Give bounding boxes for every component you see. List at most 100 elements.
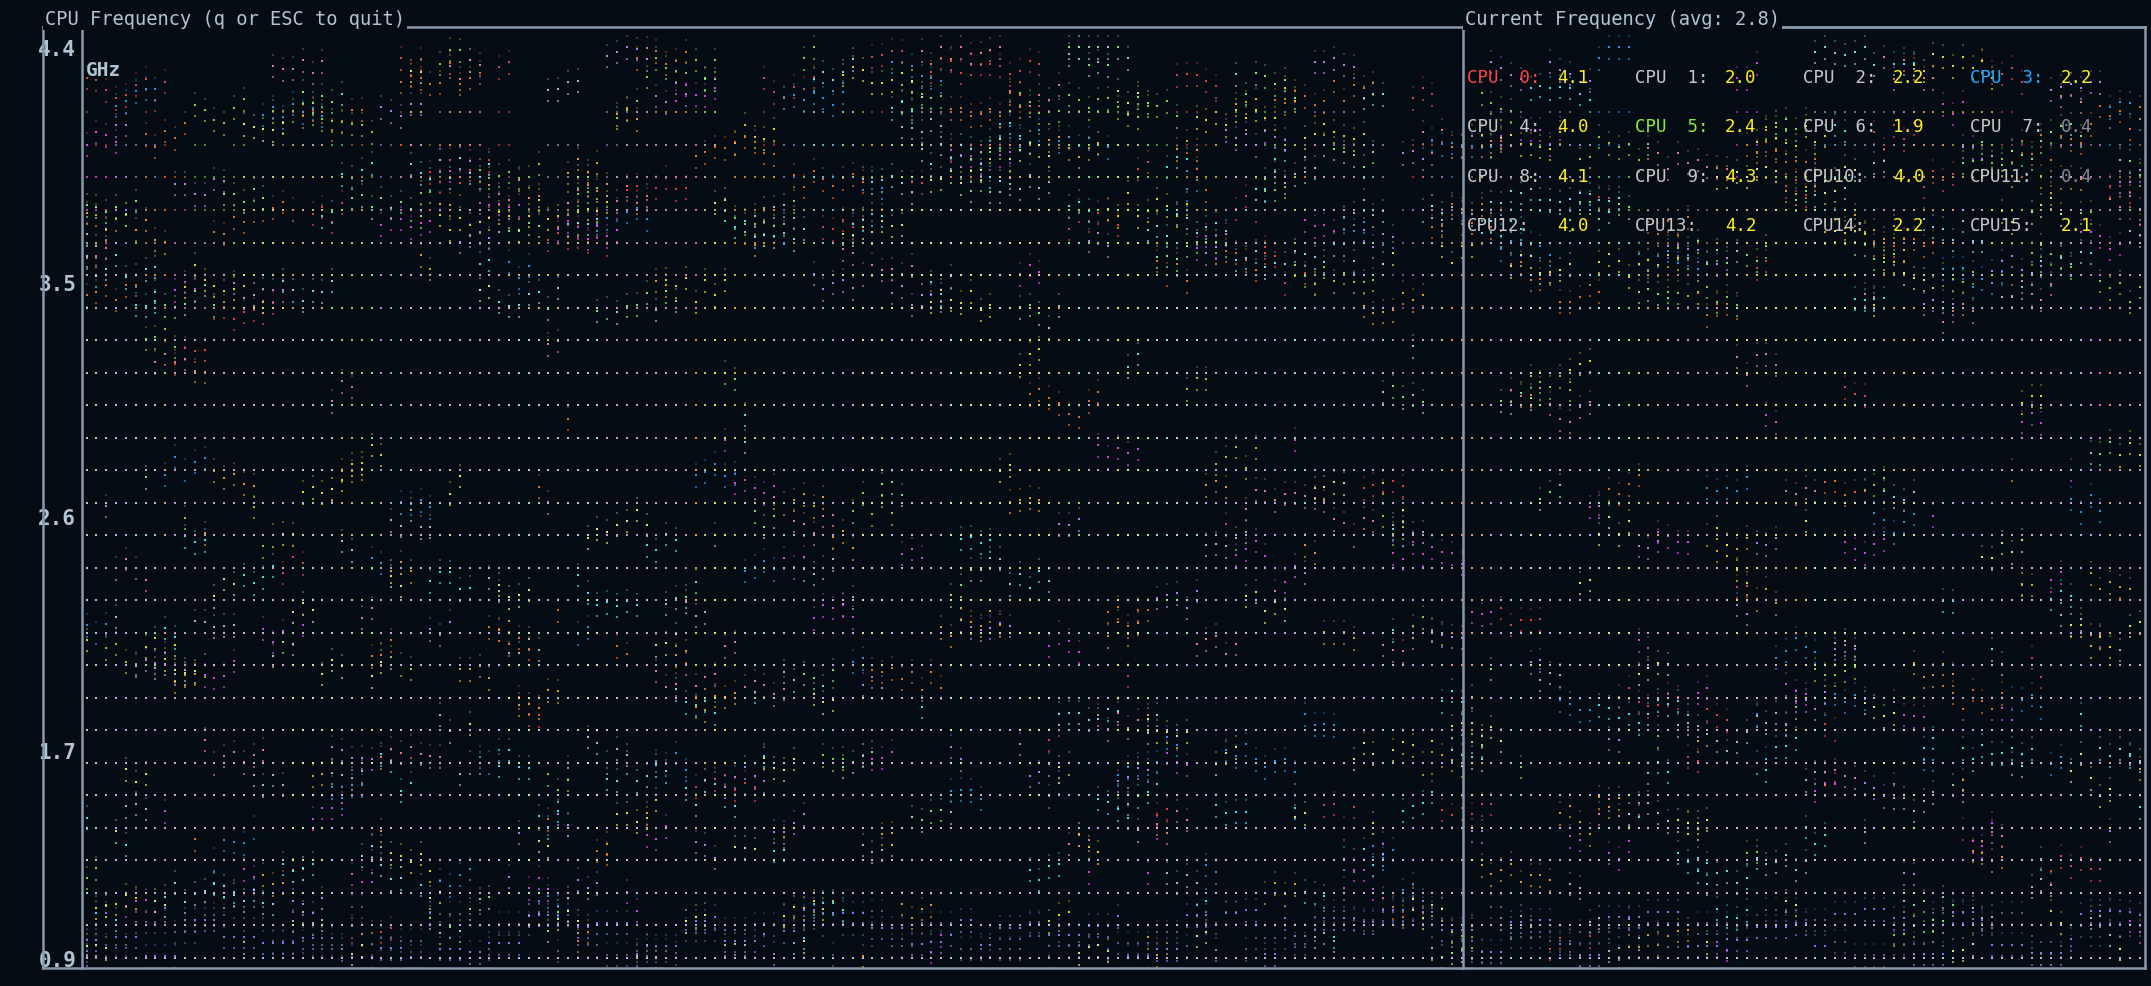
Point (1454, 301, 1488, 317)
Point (1514, 919, 1549, 935)
Point (718, 690, 753, 706)
Point (669, 657, 703, 672)
Point (1445, 366, 1480, 382)
Point (1405, 658, 1439, 673)
Point (168, 593, 202, 608)
Point (110, 658, 144, 673)
Point (1336, 528, 1370, 543)
Point (1966, 788, 2000, 804)
Point (1553, 560, 1587, 576)
Point (226, 236, 260, 251)
Point (1209, 723, 1243, 739)
Point (1534, 723, 1568, 739)
Point (1768, 593, 1803, 608)
Point (2005, 301, 2039, 317)
Point (1013, 658, 1048, 673)
Point (2013, 690, 2048, 706)
Point (1405, 853, 1439, 869)
Point (69, 918, 103, 934)
Point (972, 366, 1007, 382)
Point (305, 625, 340, 641)
Point (148, 625, 183, 641)
Point (1220, 625, 1254, 641)
Point (443, 203, 478, 219)
Point (609, 502, 643, 518)
Point (1041, 723, 1076, 739)
Point (2005, 577, 2039, 593)
Point (845, 918, 880, 934)
Point (1493, 755, 1527, 771)
Point (2063, 820, 2097, 836)
Point (1661, 950, 1695, 965)
Point (110, 203, 144, 219)
Point (1975, 918, 2009, 934)
Point (1966, 853, 2000, 869)
Point (129, 788, 163, 804)
Point (1190, 853, 1224, 869)
Point (650, 690, 684, 706)
Point (69, 430, 103, 446)
Point (1828, 560, 1863, 576)
Point (1798, 836, 1833, 852)
Point (462, 853, 497, 869)
Point (1396, 810, 1430, 826)
Point (1071, 950, 1106, 965)
Point (129, 658, 163, 673)
Point (2035, 946, 2069, 961)
Point (1170, 625, 1205, 641)
Point (1602, 171, 1637, 186)
Point (2054, 495, 2089, 511)
Point (110, 593, 144, 608)
Point (482, 589, 516, 604)
Point (325, 203, 359, 219)
Point (650, 333, 684, 349)
Point (1198, 528, 1233, 543)
Point (826, 593, 860, 608)
Point (845, 625, 880, 641)
Point (2104, 950, 2138, 965)
Point (295, 366, 329, 382)
Point (718, 950, 753, 965)
Point (88, 658, 123, 673)
Point (394, 301, 428, 317)
Point (1110, 950, 1144, 965)
Point (237, 690, 271, 706)
Point (1710, 495, 1744, 511)
Point (845, 593, 880, 608)
Point (796, 670, 830, 686)
Point (110, 95, 144, 110)
Point (1936, 462, 1970, 478)
Point (1572, 366, 1607, 382)
Point (148, 457, 183, 472)
Point (1071, 528, 1106, 543)
Point (1002, 950, 1037, 965)
Point (1630, 560, 1665, 576)
Point (452, 268, 486, 284)
Point (1583, 495, 1618, 511)
Point (1583, 795, 1618, 810)
Point (138, 820, 172, 836)
Point (1925, 950, 1960, 965)
Point (1082, 593, 1116, 608)
Point (619, 203, 654, 219)
Point (1917, 658, 1951, 673)
Point (1454, 268, 1488, 284)
Point (168, 430, 202, 446)
Point (2123, 935, 2151, 951)
Point (1994, 950, 2028, 965)
Point (344, 397, 379, 413)
Point (835, 593, 869, 608)
Point (1542, 110, 1577, 126)
Point (1760, 853, 1794, 869)
Point (1798, 950, 1833, 965)
Point (1308, 885, 1342, 901)
Point (1063, 366, 1097, 382)
Point (493, 266, 527, 282)
Point (865, 690, 899, 706)
Point (237, 397, 271, 413)
Point (2024, 625, 2059, 641)
Point (344, 301, 379, 317)
Point (531, 950, 566, 965)
Point (383, 462, 417, 478)
Point (206, 950, 241, 965)
